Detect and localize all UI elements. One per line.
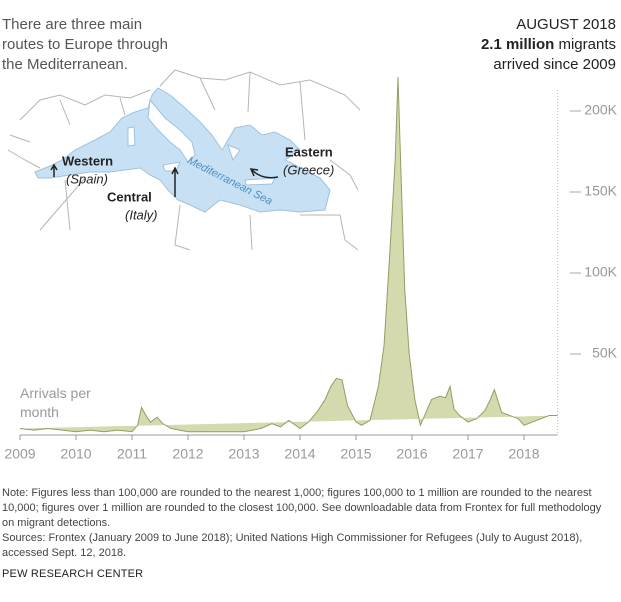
area bbox=[20, 76, 558, 432]
x-tick-label: 2017 bbox=[452, 446, 483, 462]
x-tick-label: 2015 bbox=[340, 446, 371, 462]
y-tick-label: 50K bbox=[592, 345, 618, 361]
sources: Sources: Frontex (January 2009 to June 2… bbox=[2, 532, 583, 559]
x-tick-label: 2010 bbox=[60, 446, 91, 462]
y-tick-label: 150K bbox=[584, 183, 617, 199]
arrows bbox=[50, 163, 279, 197]
map bbox=[7, 69, 361, 251]
x-tick-label: 2014 bbox=[284, 446, 315, 462]
x-tick-label: 2012 bbox=[172, 446, 203, 462]
map-label: Eastern bbox=[285, 144, 333, 159]
headline-rest: migrants arrived since 2009 bbox=[493, 36, 616, 73]
map-label: (Greece) bbox=[283, 162, 334, 177]
map-label: Central bbox=[107, 189, 152, 204]
map-label: Western bbox=[62, 153, 113, 168]
headline-bold: 2.1 million bbox=[480, 36, 555, 53]
x-tick-label: 2011 bbox=[117, 446, 147, 462]
italy bbox=[147, 98, 196, 163]
intro: There are three main routes to Europe th… bbox=[2, 16, 168, 73]
y-tick-label: 100K bbox=[584, 264, 617, 280]
x-tick-label: 2009 bbox=[4, 446, 35, 462]
x-tick-label: 2018 bbox=[508, 446, 539, 462]
x-tick-label: 2013 bbox=[228, 446, 259, 462]
date: AUGUST 2018 bbox=[516, 16, 616, 33]
footer: PEW RESEARCH CENTER bbox=[2, 568, 144, 580]
notes: Note: Figures less than 100,000 are roun… bbox=[2, 486, 607, 561]
headline: AUGUST 2018 2.1 million migrants arrived… bbox=[456, 15, 616, 75]
map-label: (Spain) bbox=[66, 171, 108, 186]
note: Note: Figures less than 100,000 are roun… bbox=[2, 487, 602, 529]
map-borders bbox=[7, 69, 361, 251]
map-label: (Italy) bbox=[125, 207, 158, 222]
area-line bbox=[19, 76, 558, 433]
annotation: Arrivals per month bbox=[20, 385, 91, 420]
x-tick-label: 2016 bbox=[396, 446, 427, 462]
y-tick-label: 200K bbox=[584, 102, 617, 118]
